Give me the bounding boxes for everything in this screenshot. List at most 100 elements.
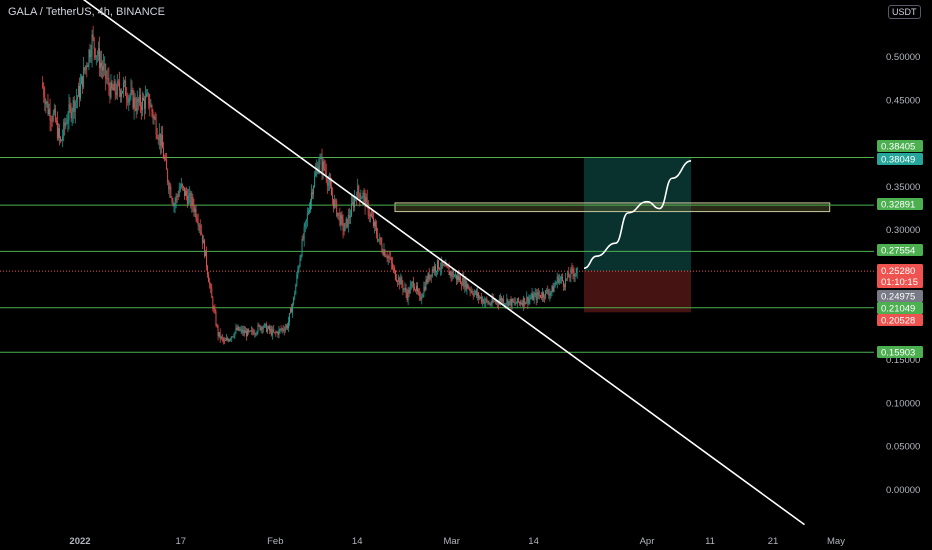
candle-body [319,158,321,165]
candle-body [425,279,427,290]
candle-body [291,308,292,313]
countdown-label: 01:10:15 [881,277,918,288]
candle-body [137,98,139,103]
candle-body [474,291,476,293]
candle-body [109,86,111,98]
candle-body [153,117,155,119]
candle-body [576,267,578,273]
candle-body [154,117,156,119]
y-tick-label: 0.15000 [886,355,920,366]
candle-body [574,274,576,277]
candle-body [415,289,416,291]
candle-body [352,202,353,204]
candle-body [504,303,506,305]
candle-body [351,203,352,217]
candle-body [92,34,94,38]
candle-body [421,297,423,300]
candle-body [342,219,344,231]
candle-body [162,135,163,149]
candle-body [496,301,498,303]
candle-body [570,268,572,278]
candle-body [473,292,475,296]
candle-body [401,277,403,285]
candle-body [164,158,165,160]
candle-body [100,62,101,69]
candle-body [459,277,460,281]
candle-body [549,293,551,296]
candle-body [147,93,149,94]
candle-body [243,329,245,334]
price-tag-label: 0.32891 [881,200,915,211]
candle-body [494,301,496,303]
candle-body [394,268,395,271]
candle-body [337,212,339,216]
candle-body [444,264,446,267]
candle-body [121,93,122,97]
candle-body [227,338,228,340]
candle-body [160,135,162,146]
candle-body [418,291,420,293]
candle-body [491,298,493,305]
candle-body [557,276,559,283]
candle-body [564,285,565,288]
candle-body [487,301,489,304]
candle-body [194,208,196,212]
candle-body [398,277,400,282]
candle-body [196,218,198,222]
candle-body [548,293,550,296]
candle-body [360,197,362,200]
candle-body [132,90,134,109]
candle-body [242,329,244,333]
candle-body [379,237,381,240]
price-tag-label: 0.15903 [881,348,915,359]
y-tick-label: 0.00000 [886,485,920,496]
candle-body [312,192,313,195]
candle-body [437,260,438,271]
x-tick-label: 11 [705,536,715,547]
candle-body [537,292,539,296]
candle-body [176,195,178,197]
candle-body [128,97,130,103]
candle-body [188,195,190,205]
candle-body [157,138,159,141]
candle-body [264,323,266,325]
candle-body [509,299,511,302]
candle-body [380,237,382,244]
candle-body [95,55,97,58]
candle-body [70,106,72,119]
candle-body [85,65,87,71]
candle-body [288,321,289,329]
candle-body [142,97,143,111]
candle-body [155,118,157,135]
candle-body [367,202,369,215]
candle-body [475,291,477,296]
candle-body [202,240,204,244]
candle-body [305,219,307,222]
price-tag-label: 0.27554 [881,246,915,257]
downtrend-line [82,0,805,526]
candle-body [563,280,564,286]
candle-body [375,221,376,227]
candle-body [411,281,413,284]
candle-body [86,65,88,68]
candle-body [73,100,75,113]
candle-body [48,109,50,115]
candle-body [467,283,469,289]
candle-body [134,97,136,108]
candle-body [370,213,372,217]
candle-body [99,48,100,69]
candle-body [267,328,268,332]
candle-body [414,287,415,290]
candle-body [505,303,507,305]
currency-badge[interactable]: USDT [888,5,921,19]
candle-body [61,140,63,141]
candle-body [541,297,542,298]
candle-body [460,277,462,285]
candle-body [569,277,571,278]
candle-body [166,159,168,170]
candle-body [339,213,341,225]
candle-body [365,197,367,208]
candle-body [230,338,232,340]
candle-body [534,293,536,296]
